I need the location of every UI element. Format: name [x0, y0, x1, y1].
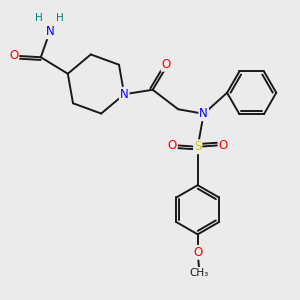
Text: S: S	[194, 140, 201, 153]
Text: O: O	[168, 139, 177, 152]
Text: H: H	[56, 13, 64, 23]
Text: N: N	[45, 25, 54, 38]
Text: O: O	[162, 58, 171, 71]
Text: H: H	[35, 13, 43, 23]
Text: O: O	[9, 49, 18, 62]
Text: N: N	[199, 107, 208, 120]
Text: O: O	[219, 139, 228, 152]
Text: CH₃: CH₃	[190, 268, 209, 278]
Text: N: N	[120, 88, 129, 101]
Text: O: O	[193, 246, 202, 259]
